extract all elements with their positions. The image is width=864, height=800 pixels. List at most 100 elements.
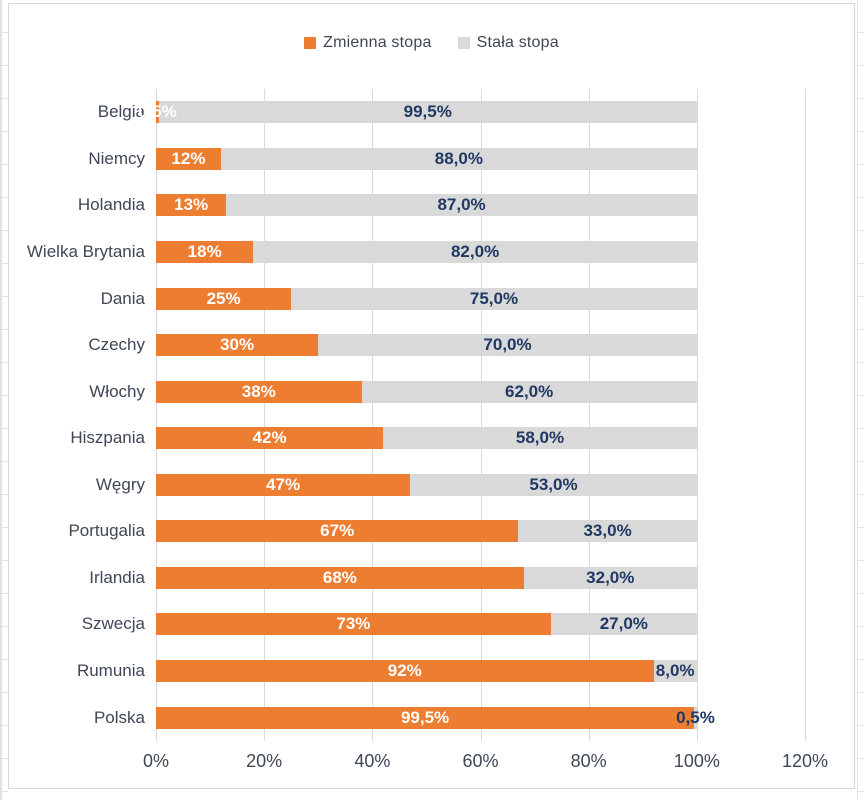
- value-label-zmienna: 68%: [322, 567, 357, 587]
- value-label-stala: 62,0%: [505, 381, 554, 401]
- category-label: Holandia: [77, 195, 145, 215]
- value-label-stala: 70,0%: [483, 335, 532, 355]
- legend-label-stala: Stała stopa: [476, 34, 559, 51]
- category-label: Włochy: [89, 381, 145, 401]
- segment-stala[interactable]: 0,5%: [676, 706, 715, 729]
- value-label-zmienna: 67%: [320, 521, 355, 541]
- value-label-stala: 32,0%: [586, 567, 635, 587]
- x-tick-80: 80%: [570, 751, 607, 771]
- segment-stala[interactable]: 27,0%: [550, 613, 697, 636]
- x-tick-120: 120%: [781, 751, 829, 771]
- value-label-stala: 82,0%: [450, 241, 500, 261]
- segment-zmienna[interactable]: 99,5%: [156, 706, 695, 729]
- segment-zmienna[interactable]: 18%: [156, 240, 254, 263]
- bar-row-irlandia: 68% 32,0%: [156, 555, 805, 602]
- segment-zmienna[interactable]: 47%: [156, 473, 411, 496]
- legend-label-zmienna: Zmienna stopa: [323, 34, 432, 51]
- x-tick-60: 60%: [462, 751, 499, 771]
- category-label: Niemcy: [88, 148, 145, 168]
- legend: Zmienna stopa Stała stopa: [9, 34, 854, 52]
- segment-stala[interactable]: 87,0%: [226, 194, 697, 217]
- segment-stala[interactable]: 62,0%: [361, 380, 697, 403]
- value-label-zmienna: 73%: [336, 614, 371, 634]
- value-label-stala: 8,0%: [655, 661, 695, 681]
- category-label: Portugalia: [68, 521, 145, 541]
- segment-stala[interactable]: 70,0%: [318, 334, 697, 357]
- category-label: Węgry: [95, 474, 145, 494]
- bar-series: 0,5% 99,5% 12% 88,0%: [138, 89, 805, 741]
- category-label: Rumunia: [76, 661, 145, 681]
- segment-stala[interactable]: 8,0%: [653, 660, 697, 683]
- gridline-40: [372, 89, 374, 741]
- category-label: Wielka Brytania: [26, 241, 145, 261]
- segment-stala[interactable]: 99,5%: [158, 101, 697, 124]
- spreadsheet-gridlines-right: [857, 0, 864, 800]
- value-label-zmienna: 13%: [174, 195, 209, 215]
- bar-row-niemcy: 12% 88,0%: [156, 136, 805, 183]
- bar-row-dania: 25% 75,0%: [156, 275, 805, 322]
- segment-zmienna[interactable]: 38%: [156, 380, 362, 403]
- segment-stala[interactable]: 88,0%: [220, 147, 697, 170]
- gridline-60: [480, 89, 482, 741]
- segment-zmienna[interactable]: 0,5%: [138, 101, 177, 124]
- gridline-20: [264, 89, 266, 741]
- legend-item-zmienna[interactable]: Zmienna stopa: [304, 34, 431, 52]
- segment-zmienna[interactable]: 13%: [156, 194, 227, 217]
- segment-zmienna[interactable]: 12%: [156, 147, 221, 170]
- segment-zmienna[interactable]: 42%: [156, 427, 384, 450]
- segment-zmienna[interactable]: 30%: [156, 334, 319, 357]
- value-label-zmienna: 47%: [266, 474, 301, 494]
- gridline-120: [805, 89, 806, 741]
- value-label-stala: 53,0%: [529, 474, 578, 494]
- bar-row-rumunia: 92% 8,0%: [156, 648, 805, 695]
- value-label-stala: 99,5%: [403, 102, 452, 122]
- gridline-80: [588, 89, 590, 741]
- bar-row-szwecja: 73% 27,0%: [156, 601, 805, 648]
- segment-stala[interactable]: 75,0%: [291, 287, 697, 310]
- legend-swatch-stala-icon: [457, 37, 470, 49]
- legend-item-stala[interactable]: Stała stopa: [457, 34, 559, 52]
- value-label-zmienna: 92%: [387, 661, 422, 681]
- category-label: Belgia: [97, 102, 145, 122]
- value-label-zmienna: 42%: [252, 428, 287, 448]
- x-tick-100: 100%: [673, 751, 720, 771]
- category-label: Polska: [93, 707, 145, 727]
- segment-zmienna[interactable]: 25%: [156, 287, 292, 310]
- value-label-zmienna: 30%: [220, 335, 255, 355]
- segment-stala[interactable]: 58,0%: [383, 427, 697, 450]
- value-label-zmienna: 99,5%: [400, 707, 450, 727]
- value-label-stala: 88,0%: [434, 148, 483, 168]
- value-label-stala: 87,0%: [437, 195, 486, 215]
- legend-swatch-zmienna-icon: [304, 37, 317, 49]
- segment-stala[interactable]: 32,0%: [523, 566, 697, 589]
- x-tick-0: 0%: [142, 751, 170, 771]
- segment-stala[interactable]: 53,0%: [410, 473, 697, 496]
- bar-row-hiszpania: 42% 58,0%: [156, 415, 805, 462]
- bar-row-wlochy: 38% 62,0%: [156, 368, 805, 415]
- value-label-zmienna: 38%: [241, 381, 276, 401]
- bar-row-czechy: 30% 70,0%: [156, 322, 805, 369]
- segment-zmienna[interactable]: 73%: [156, 613, 551, 636]
- value-label-stala: 27,0%: [599, 614, 648, 634]
- bar-row-portugalia: 67% 33,0%: [156, 508, 805, 555]
- bar-row-belgia: 0,5% 99,5%: [138, 89, 805, 136]
- chart-object[interactable]: Zmienna stopa Stała stopa Belgia Niemcy …: [8, 3, 855, 789]
- value-label-stala: 33,0%: [583, 521, 632, 541]
- value-label-zmienna: 0,5%: [137, 102, 177, 122]
- bar-row-holandia: 13% 87,0%: [156, 182, 805, 229]
- segment-zmienna[interactable]: 68%: [156, 566, 524, 589]
- value-axis: 0% 20% 40% 60% 80% 100% 120%: [143, 751, 828, 775]
- value-label-zmienna: 25%: [206, 288, 241, 308]
- segment-stala[interactable]: 33,0%: [518, 520, 697, 543]
- segment-stala[interactable]: 82,0%: [253, 240, 697, 263]
- category-axis: Belgia Niemcy Holandia Wielka Brytania D…: [9, 89, 145, 741]
- plot-area: 0,5% 99,5% 12% 88,0%: [138, 89, 806, 741]
- segment-zmienna[interactable]: 92%: [156, 660, 654, 683]
- value-label-stala: 58,0%: [515, 428, 565, 448]
- category-label: Czechy: [88, 335, 145, 355]
- segment-zmienna[interactable]: 67%: [156, 520, 519, 543]
- category-label: Irlandia: [89, 567, 145, 587]
- value-label-zmienna: 18%: [187, 241, 222, 261]
- value-label-zmienna: 12%: [171, 148, 206, 168]
